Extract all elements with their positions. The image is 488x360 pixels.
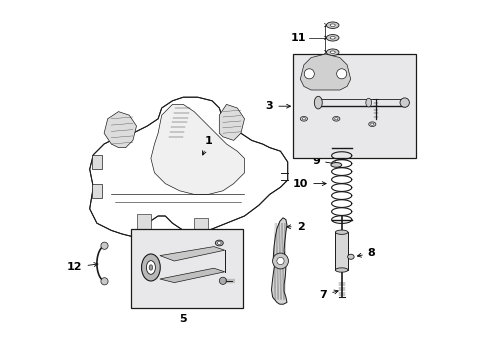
Circle shape xyxy=(304,69,314,79)
Ellipse shape xyxy=(335,268,347,272)
Ellipse shape xyxy=(329,51,335,54)
Ellipse shape xyxy=(314,96,322,109)
Ellipse shape xyxy=(368,122,375,127)
Text: 7: 7 xyxy=(319,290,337,300)
Text: 1: 1 xyxy=(202,136,212,155)
Ellipse shape xyxy=(302,118,305,120)
Ellipse shape xyxy=(329,37,335,39)
Ellipse shape xyxy=(335,230,347,234)
Ellipse shape xyxy=(217,242,221,244)
Polygon shape xyxy=(151,104,244,194)
Polygon shape xyxy=(160,247,224,261)
Bar xyxy=(194,218,208,236)
Ellipse shape xyxy=(325,49,338,55)
Text: 12: 12 xyxy=(67,262,98,272)
Ellipse shape xyxy=(300,117,307,121)
Ellipse shape xyxy=(329,24,335,27)
Circle shape xyxy=(101,242,108,249)
Bar xyxy=(131,229,242,308)
Polygon shape xyxy=(104,112,136,148)
Ellipse shape xyxy=(146,261,155,274)
Bar xyxy=(136,214,151,232)
Ellipse shape xyxy=(347,254,353,259)
Text: 5: 5 xyxy=(179,314,187,324)
Ellipse shape xyxy=(325,22,338,28)
Text: 6: 6 xyxy=(195,281,219,292)
Ellipse shape xyxy=(365,98,371,107)
Bar xyxy=(292,54,415,158)
Ellipse shape xyxy=(330,163,341,167)
Circle shape xyxy=(219,277,226,284)
Circle shape xyxy=(272,253,288,269)
Circle shape xyxy=(276,257,284,265)
Bar xyxy=(335,232,347,270)
Ellipse shape xyxy=(215,240,223,246)
Bar xyxy=(91,184,102,198)
Polygon shape xyxy=(271,218,286,304)
Ellipse shape xyxy=(325,35,338,41)
Polygon shape xyxy=(160,268,224,283)
Ellipse shape xyxy=(370,123,373,125)
Polygon shape xyxy=(89,97,287,238)
Ellipse shape xyxy=(334,118,337,120)
Circle shape xyxy=(399,98,408,107)
Text: 4: 4 xyxy=(380,81,405,97)
Circle shape xyxy=(101,278,108,285)
Text: 10: 10 xyxy=(292,179,325,189)
Ellipse shape xyxy=(149,265,152,270)
Polygon shape xyxy=(300,54,350,90)
Ellipse shape xyxy=(141,254,160,281)
Text: 9: 9 xyxy=(311,156,338,166)
Bar xyxy=(91,155,102,169)
Text: 8: 8 xyxy=(357,248,375,258)
Text: 3: 3 xyxy=(265,101,290,111)
Text: 2: 2 xyxy=(286,222,304,232)
Text: 11: 11 xyxy=(289,33,305,43)
Circle shape xyxy=(336,69,346,79)
Polygon shape xyxy=(219,104,244,140)
Ellipse shape xyxy=(332,117,339,121)
